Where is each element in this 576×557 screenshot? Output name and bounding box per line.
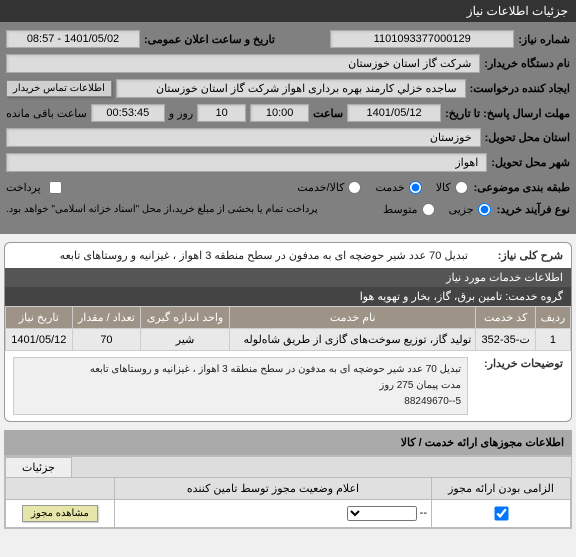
col-date: تاریخ نیاز: [6, 307, 73, 329]
perm-col-action: [6, 478, 115, 500]
table-header-row: ردیف کد خدمت نام خدمت واحد اندازه گیری ت…: [6, 307, 571, 329]
perm-header-row: الزامی بودن ارائه مجوز اعلام وضعیت مجوز …: [6, 478, 571, 500]
radio-both-label: کالا/خدمت: [297, 181, 344, 194]
col-unit: واحد اندازه گیری: [141, 307, 230, 329]
cell-code: ت-35-352: [476, 329, 536, 351]
cell-radif: 1: [535, 329, 570, 351]
announce-label: تاریخ و ساعت اعلان عمومی:: [144, 33, 275, 46]
need-no-label: شماره نیاز:: [518, 33, 570, 46]
services-header: اطلاعات خدمات مورد نیاز: [5, 268, 571, 287]
need-no-value: 1101093377000129: [330, 30, 514, 48]
payment-note: پرداخت تمام یا بخشی از مبلغ خرید،از محل …: [6, 204, 318, 215]
subject-value: تبدیل 70 عدد شیر حوضچه ای به مدفون در سط…: [13, 249, 468, 262]
contact-button[interactable]: اطلاعات تماس خریدار: [6, 80, 112, 97]
perm-status-select[interactable]: [347, 506, 417, 521]
buyer-desc-line2: مدت پیمان 275 روز: [20, 378, 461, 394]
buyer-desc-line1: تبدیل 70 عدد شیر حوضچه ای به مدفون در سط…: [20, 362, 461, 378]
col-qty: تعداد / مقدار: [72, 307, 141, 329]
remaining-time: 00:53:45: [91, 104, 165, 122]
days-suffix: روز و: [169, 107, 193, 120]
radio-jozi-label: جزیی: [449, 203, 474, 216]
deadline-time: 10:00: [250, 104, 309, 122]
days: 10: [197, 104, 246, 122]
province-label: استان محل تحویل:: [485, 131, 570, 144]
subject-label: شرح کلی نیاز:: [468, 249, 563, 262]
process-label: نوع فرآیند خرید:: [497, 203, 570, 216]
deadline-label: مهلت ارسال پاسخ: تا تاریخ:: [445, 107, 570, 120]
services-table: ردیف کد خدمت نام خدمت واحد اندازه گیری ت…: [5, 306, 571, 351]
buyer-desc-line3: 5--88249670: [20, 394, 461, 410]
tab-details[interactable]: جزئیات: [5, 457, 72, 477]
perm-mandatory-checkbox[interactable]: [494, 506, 508, 520]
page-header: جزئیات اطلاعات نیاز: [0, 0, 576, 22]
deadline-date: 1401/05/12: [347, 104, 441, 122]
col-name: نام خدمت: [229, 307, 475, 329]
perm-status-cell: --: [115, 500, 432, 528]
col-code: کد خدمت: [476, 307, 536, 329]
group-value: تامین برق، گاز، بخار و تهویه هوا: [360, 291, 502, 303]
radio-khadmat[interactable]: [409, 181, 422, 194]
detail-section: شرح کلی نیاز: تبدیل 70 عدد شیر حوضچه ای …: [4, 242, 572, 422]
radio-kala[interactable]: [455, 181, 468, 194]
view-permit-button[interactable]: مشاهده مجوز: [22, 505, 98, 522]
cell-unit: شیر: [141, 329, 230, 351]
form-panel: شماره نیاز: 1101093377000129 تاریخ و ساع…: [0, 22, 576, 234]
perm-table: الزامی بودن ارائه مجوز اعلام وضعیت مجوز …: [5, 477, 571, 528]
cell-qty: 70: [72, 329, 141, 351]
radio-jozi[interactable]: [478, 203, 491, 216]
buyer-org-label: نام دستگاه خریدار:: [484, 57, 570, 70]
class-label: طبقه بندی موضوعی:: [474, 181, 570, 194]
perm-box: جزئیات الزامی بودن ارائه مجوز اعلام وضعی…: [4, 455, 572, 529]
payment-check-label: پرداخت: [6, 181, 41, 194]
remaining-suffix: ساعت باقی مانده: [6, 107, 87, 120]
class-radio-group: کالا خدمت کالا/خدمت: [287, 181, 469, 194]
requester-label: ایجاد کننده درخواست:: [470, 82, 570, 95]
perm-status-text: --: [420, 507, 427, 519]
perm-row: -- مشاهده مجوز: [6, 500, 571, 528]
city-label: شهر محل تحویل:: [491, 156, 570, 169]
radio-both[interactable]: [348, 181, 361, 194]
buyer-desc-label: توضیحات خریدار:: [468, 357, 563, 370]
tab-strip: جزئیات: [5, 456, 571, 477]
time-label: ساعت: [313, 107, 343, 120]
col-radif: ردیف: [535, 307, 570, 329]
perm-action-cell: مشاهده مجوز: [6, 500, 115, 528]
radio-kala-label: کالا: [436, 181, 451, 194]
requester-value: ساجده خزلي کارمند بهره برداری اهواز شرکت…: [116, 79, 466, 98]
province-value: خوزستان: [6, 128, 481, 147]
perm-col-mandatory: الزامی بودن ارائه مجوز: [432, 478, 571, 500]
process-radio-group: جزیی متوسط: [373, 203, 493, 216]
group-label: گروه خدمت:: [505, 291, 563, 303]
payment-checkbox[interactable]: [49, 181, 62, 194]
perm-col-status: اعلام وضعیت مجوز توسط تامین کننده: [115, 478, 432, 500]
table-row: 1 ت-35-352 تولید گاز، توزیع سوخت‌های گاز…: [6, 329, 571, 351]
cell-name: تولید گاز، توزیع سوخت‌های گازی از طریق ش…: [229, 329, 475, 351]
perm-section-title: اطلاعات مجوزهای ارائه خدمت / کالا: [4, 430, 572, 455]
announce-value: 1401/05/02 - 08:57: [6, 30, 140, 48]
radio-motevaset-label: متوسط: [383, 203, 418, 216]
page-title: جزئیات اطلاعات نیاز: [467, 4, 568, 18]
buyer-org-value: شرکت گاز استان خوزستان: [6, 54, 480, 73]
radio-khadmat-label: خدمت: [375, 181, 404, 194]
radio-motevaset[interactable]: [422, 203, 435, 216]
buyer-desc-box: تبدیل 70 عدد شیر حوضچه ای به مدفون در سط…: [13, 357, 468, 415]
perm-mandatory-cell: [432, 500, 571, 528]
city-value: اهواز: [6, 153, 487, 172]
cell-date: 1401/05/12: [6, 329, 73, 351]
